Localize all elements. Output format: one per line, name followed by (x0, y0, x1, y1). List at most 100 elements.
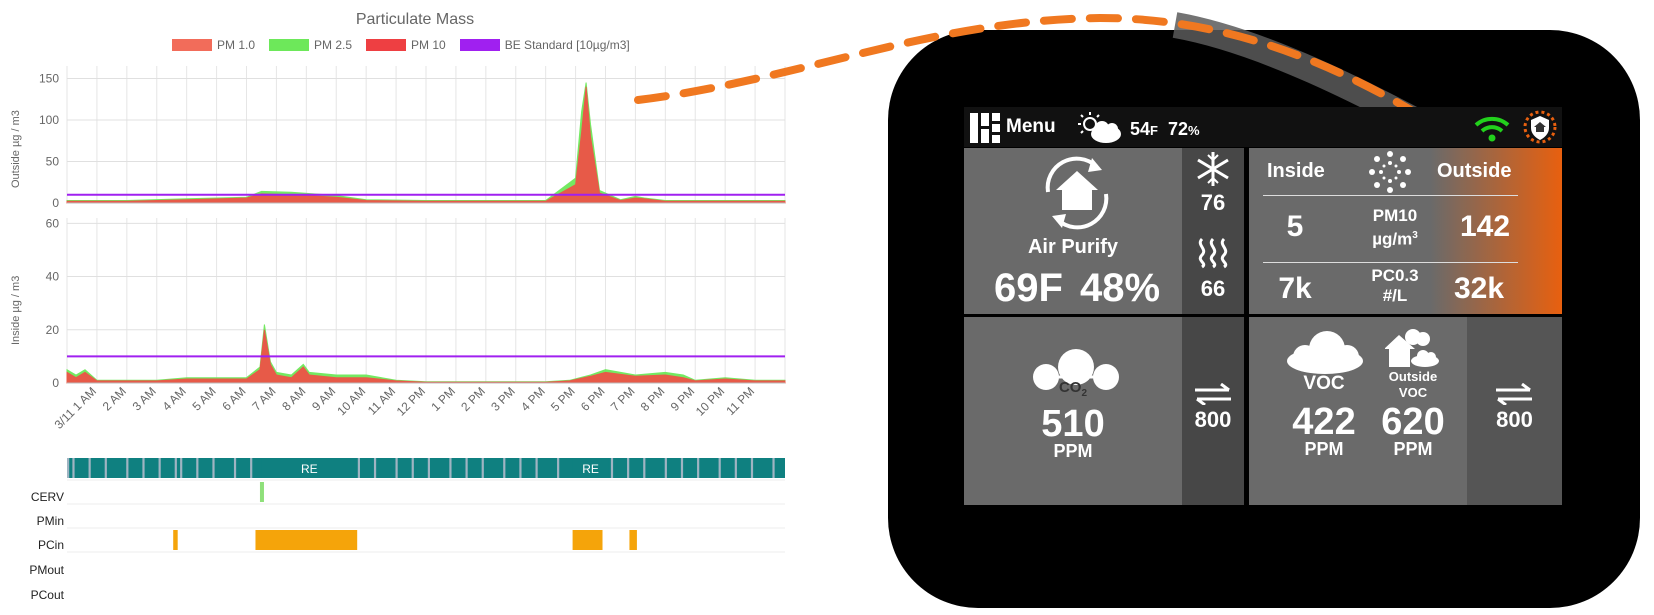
exchange-arrows-icon (1195, 383, 1231, 405)
x-tick-label: 2 AM (100, 384, 129, 413)
co2-side-column[interactable]: 800 (1182, 317, 1244, 505)
cerv-segment-label: RE (301, 462, 318, 476)
legend-swatch (269, 39, 310, 51)
cerv-status-stripe (734, 458, 737, 478)
pc03-inside-value: 7k (1278, 272, 1312, 305)
legend-label: PM 1.0 (217, 38, 256, 52)
weather-humidity: 72 (1168, 119, 1189, 139)
co2-text: CO (1058, 379, 1082, 396)
snowflake-icon (1197, 152, 1229, 186)
cerv-status-stripe (750, 458, 754, 478)
voc-value: 422 (1292, 401, 1356, 443)
cerv-segment (572, 458, 609, 478)
x-tick-label: 3/11 1 AM (52, 384, 99, 431)
cerv-status-stripe (250, 458, 253, 478)
pm10-unit-sup: 3 (1412, 230, 1418, 241)
co2-side-value[interactable]: 800 (1194, 407, 1232, 432)
cerv-status-stripe (772, 458, 775, 478)
voc-side-value[interactable]: 800 (1496, 407, 1533, 432)
wifi-icon[interactable] (1472, 113, 1512, 143)
pm10-name: PM10 (1372, 206, 1418, 225)
pm10-unit: µg/m (1372, 229, 1413, 249)
setpoint-column[interactable]: 76 66 (1182, 148, 1244, 314)
cerv-status-stripe (610, 458, 614, 478)
chart-legend: PM 1.0 PM 2.5 PM 10 BE Standard [10µg/m3… (172, 38, 630, 52)
particles-icon (1369, 151, 1411, 193)
outside-y-tick-label: 50 (46, 154, 60, 168)
co2-value: 510 (1041, 403, 1105, 445)
cerv-segment (261, 458, 358, 478)
x-tick-label: 2 PM (458, 384, 488, 414)
outside-series-pm25 (66, 82, 786, 204)
cerv-status-stripe (557, 458, 560, 478)
pm10-outside-value: 142 (1459, 210, 1511, 243)
cerv-status-stripe (481, 458, 484, 478)
legend-item-pm1[interactable]: PM 1.0 (172, 38, 255, 52)
inside-series-pm10 (66, 329, 786, 384)
outside-voc-house-icon (1385, 329, 1439, 367)
cerv-status-stripe (357, 458, 360, 478)
co2-panel[interactable]: CO2 510 PPM (964, 317, 1182, 505)
outside-header: Outside (1437, 160, 1512, 182)
cerv-status-stripe (718, 458, 721, 478)
status-block-pmin (259, 482, 264, 502)
cerv-status-stripe (196, 458, 199, 478)
status-row-label-pcin: PCin (37, 538, 64, 552)
heat-setpoint[interactable]: 66 (1200, 276, 1226, 301)
x-tick-label: 5 PM (548, 384, 578, 414)
cerv-status-stripe (373, 458, 377, 478)
pc03-label: PC0.3 #/L (1353, 266, 1437, 306)
inside-y-tick-label: 20 (46, 323, 60, 337)
cerv-status-stripe (535, 458, 538, 478)
mode-panel[interactable]: Air Purify 69F 48% (964, 148, 1182, 314)
menu-grid-icon[interactable] (970, 113, 1000, 143)
status-block-pmout (572, 530, 603, 550)
inside-y-tick-label: 40 (46, 270, 60, 284)
x-tick-label: 8 PM (638, 384, 668, 414)
cerv-status-stripe (503, 458, 506, 478)
menu-button[interactable]: Menu (1006, 116, 1056, 137)
legend-item-pm25[interactable]: PM 2.5 (269, 38, 352, 52)
divider (1263, 262, 1518, 263)
x-tick-label: 11 AM (365, 384, 398, 417)
weather-temp-unit: F (1150, 123, 1158, 138)
x-tick-label: 11 PM (723, 384, 757, 418)
legend-item-standard[interactable]: BE Standard [10µg/m3] (459, 38, 630, 52)
voc-panel[interactable]: VOC 422 PPM Outside VOC 620 PPM (1249, 317, 1467, 505)
device-screen: Menu 54F 72% Air Purify 69F 48% (964, 107, 1562, 505)
outside-voc-label-line2: VOC (1398, 385, 1428, 400)
legend-item-pm10[interactable]: PM 10 (366, 38, 446, 52)
inside-series-pm25 (66, 324, 786, 384)
cerv-status-stripe (519, 458, 522, 478)
cerv-status-stripe (427, 458, 430, 478)
cerv-status-stripe (158, 458, 161, 478)
status-row-label-pmout: PMout (29, 563, 64, 577)
voc-side-column[interactable]: 800 (1467, 317, 1562, 505)
co2-subscript: 2 (1081, 388, 1088, 399)
cerv-status-stripe (627, 458, 630, 478)
inside-y-tick-label: 60 (46, 216, 60, 230)
voc-unit: PPM (1304, 439, 1344, 459)
legend-label: BE Standard [10µg/m3] (504, 38, 630, 52)
x-tick-label: 3 AM (130, 384, 159, 413)
inside-y-tick-label: 0 (52, 376, 59, 390)
outside-voc-unit: PPM (1393, 439, 1433, 459)
outside-series-pm10 (66, 86, 786, 204)
cerv-status-stripe (104, 458, 107, 478)
mode-label: Air Purify (1027, 236, 1119, 258)
cool-setpoint[interactable]: 76 (1200, 190, 1226, 215)
cerv-status-stripe (142, 458, 145, 478)
x-tick-label: 5 AM (189, 384, 218, 413)
cerv-status-stripe (72, 458, 75, 478)
home-shield-icon[interactable] (1522, 109, 1558, 145)
cerv-status-stripe (449, 458, 452, 478)
status-block-pmout (255, 530, 358, 550)
heat-waves-icon (1198, 237, 1228, 269)
particulate-panel[interactable]: Inside Outside 5 PM10 µg/m3 142 7k PC0.3… (1249, 148, 1562, 314)
x-tick-label: 10 PM (693, 384, 727, 418)
x-tick-label: 1 PM (428, 384, 458, 414)
co2-label: CO2 (964, 379, 1182, 399)
cerv-status-stripe (233, 458, 237, 478)
x-tick-label: 4 AM (160, 384, 189, 413)
cerv-status-stripe (664, 458, 667, 478)
